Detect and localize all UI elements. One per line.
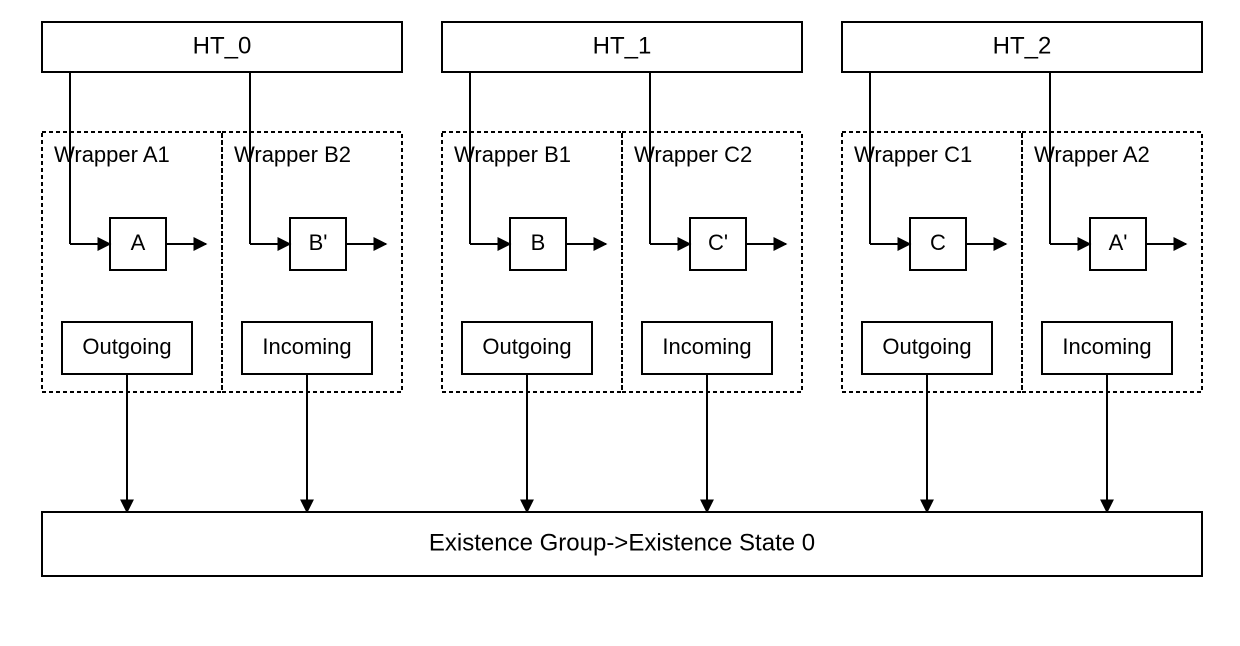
- dir-label-wC2: Incoming: [662, 334, 751, 359]
- header-label-ht2: HT_2: [993, 32, 1052, 59]
- wrapper-title-wB2: Wrapper B2: [234, 142, 351, 167]
- node-label-wC2: C': [708, 230, 728, 255]
- dir-label-wC1: Outgoing: [882, 334, 971, 359]
- node-label-wB1: B: [531, 230, 546, 255]
- node-label-wA1: A: [131, 230, 146, 255]
- wrapper-title-wA2: Wrapper A2: [1034, 142, 1150, 167]
- dir-label-wA2: Incoming: [1062, 334, 1151, 359]
- dir-label-wA1: Outgoing: [82, 334, 171, 359]
- wrapper-title-wA1: Wrapper A1: [54, 142, 170, 167]
- node-label-wA2: A': [1109, 230, 1128, 255]
- dir-label-wB1: Outgoing: [482, 334, 571, 359]
- header-label-ht0: HT_0: [193, 32, 252, 59]
- node-label-wB2: B': [309, 230, 328, 255]
- node-label-wC1: C: [930, 230, 946, 255]
- header-label-ht1: HT_1: [593, 32, 652, 59]
- wrapper-title-wB1: Wrapper B1: [454, 142, 571, 167]
- wrapper-title-wC1: Wrapper C1: [854, 142, 972, 167]
- dir-label-wB2: Incoming: [262, 334, 351, 359]
- footer-label: Existence Group->Existence State 0: [429, 529, 815, 556]
- wrapper-title-wC2: Wrapper C2: [634, 142, 752, 167]
